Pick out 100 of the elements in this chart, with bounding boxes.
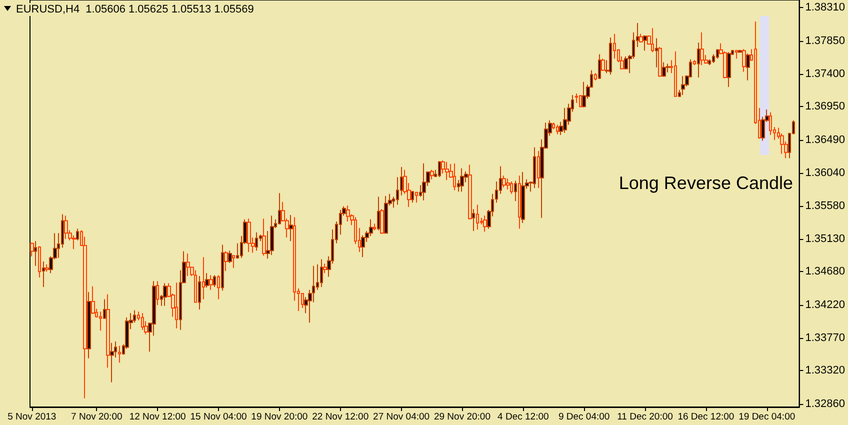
x-tick-label: 4 Dec 12:00 [498,412,549,422]
candlestick [624,56,628,70]
candlestick [681,76,685,96]
candlestick [194,270,197,303]
candlestick [361,234,365,258]
candlestick [255,232,258,252]
candlestick [42,260,45,288]
y-tick-label: 1.36490 [805,134,846,146]
x-tick-label: 19 Dec 04:00 [738,412,796,422]
y-tick-label: 1.35580 [805,200,846,212]
candlestick [552,122,555,130]
candlestick [598,54,601,80]
candlestick [289,214,293,242]
candlestick [103,298,106,320]
candlestick [87,292,91,359]
candlestick [613,33,616,60]
candlestick [411,190,414,204]
annotation: Long Reverse Candle [618,173,794,193]
candlestick [735,49,738,60]
candlestick [278,192,281,225]
candlestick [141,312,144,330]
candlestick [76,228,79,241]
candlestick [662,62,666,78]
candlestick [262,218,266,256]
candlestick [205,272,209,288]
x-tick-label: 5 Nov 2013 [8,412,56,422]
y-tick-label: 1.36040 [805,166,846,179]
candlestick [453,162,456,191]
candlestick [582,81,586,108]
candlestick [91,286,95,314]
candlestick [232,255,235,269]
y-tick-label: 1.34680 [805,266,846,278]
candlestick [270,215,274,256]
candlestick [45,264,49,272]
y-tick-label: 1.38310 [805,2,846,14]
candlestick [415,192,418,204]
candlestick [346,205,350,222]
candlestick [674,50,677,97]
candlestick [518,175,521,230]
candlestick [320,258,323,288]
candlestick [575,93,578,104]
candlestick [202,256,205,300]
candlestick [110,342,114,383]
candlestick [738,49,742,54]
candlestick [438,160,441,178]
candlestick [742,48,746,72]
candlestick [716,48,719,60]
x-tick-label: 7 Nov 20:00 [71,412,122,422]
candlestick [106,294,110,368]
candlestick [655,38,658,68]
y-tick-label: 1.36950 [805,100,846,113]
x-tick-label: 19 Nov 20:00 [251,412,308,422]
candlestick [301,292,304,309]
candlestick [213,274,216,288]
y-tick-label: 1.32860 [805,398,846,410]
candlestick [247,218,251,253]
candlestick [198,276,201,310]
x-tick-label: 27 Nov 04:00 [373,412,430,422]
candlestick [579,94,582,108]
candlestick [99,311,102,332]
candlestick [697,42,700,78]
candlestick [514,180,517,202]
candlestick [64,215,68,240]
candlestick [643,34,647,52]
candlestick [521,172,525,224]
candlestick [533,146,536,189]
x-tick-label: 15 Nov 04:00 [190,412,247,422]
chart-title: EURUSD,H4 1.05606 1.05625 1.05513 1.05569 [16,4,254,16]
candlestick [700,32,704,66]
candlestick [601,58,605,72]
candlestick [373,223,376,231]
y-tick-label: 1.37400 [805,68,846,80]
candlestick [483,215,487,232]
candlestick [221,244,224,292]
candlestick [34,240,37,266]
y-tick-label: 1.35130 [805,232,846,245]
x-tick-label: 16 Dec 12:00 [678,412,734,422]
candlestick [380,208,384,234]
x-tick-label: 12 Nov 12:00 [129,412,186,422]
y-tick-label: 1.34220 [805,299,846,312]
candlestick [639,33,643,44]
x-tick-label: 9 Dec 04:00 [558,412,610,422]
candlestick [209,274,213,290]
candlestick [460,168,464,192]
candlestick [476,204,479,230]
y-tick-label: 1.33770 [805,332,846,344]
candlestick [556,124,559,135]
candlestick [118,345,121,364]
candlestick [175,282,178,329]
candlestick [38,246,41,278]
candlestick [217,274,220,300]
candlestick [594,72,597,81]
candlestick [510,181,513,194]
candlestick [186,252,190,277]
candlestick [323,263,327,274]
candlestick [666,63,670,73]
candlestick [658,46,662,78]
candlestick [651,28,654,53]
x-tick-label: 11 Dec 20:00 [617,412,673,422]
candlestick [563,108,567,134]
